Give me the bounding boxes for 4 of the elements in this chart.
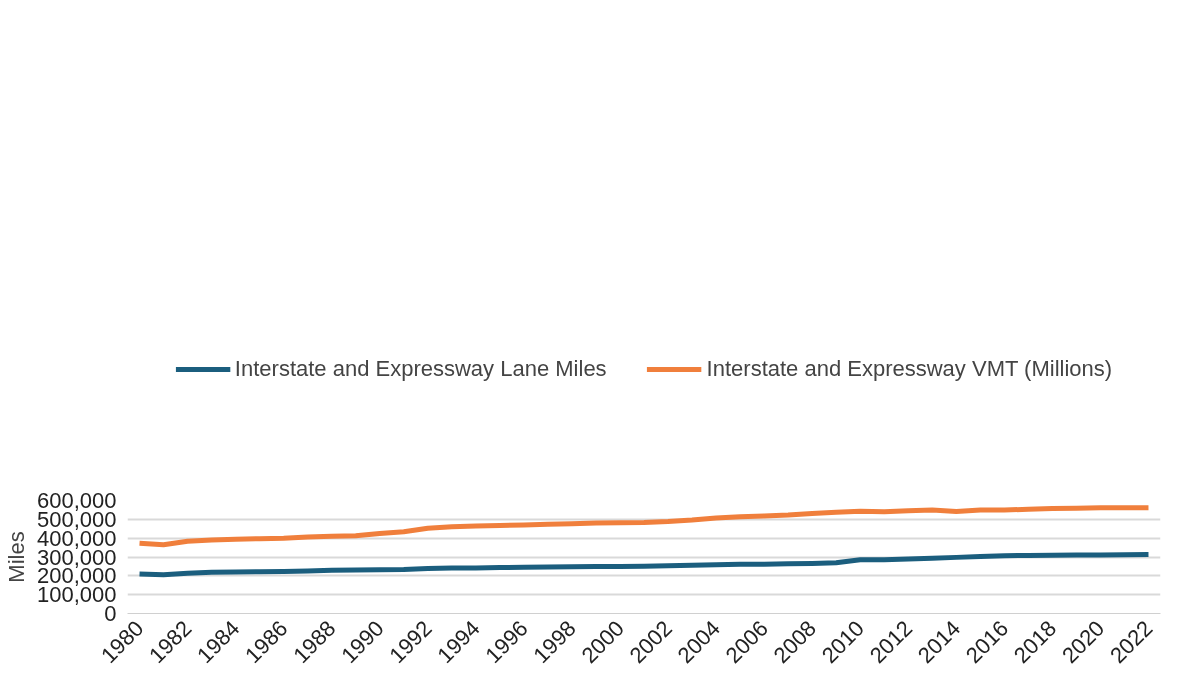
legend-label: Interstate and Expressway VMT (Millions)	[706, 355, 1113, 382]
y-tick-label: 0	[104, 601, 117, 626]
legend-label: Interstate and Expressway Lane Miles	[234, 355, 607, 382]
y-axis-title: Miles	[3, 531, 29, 583]
